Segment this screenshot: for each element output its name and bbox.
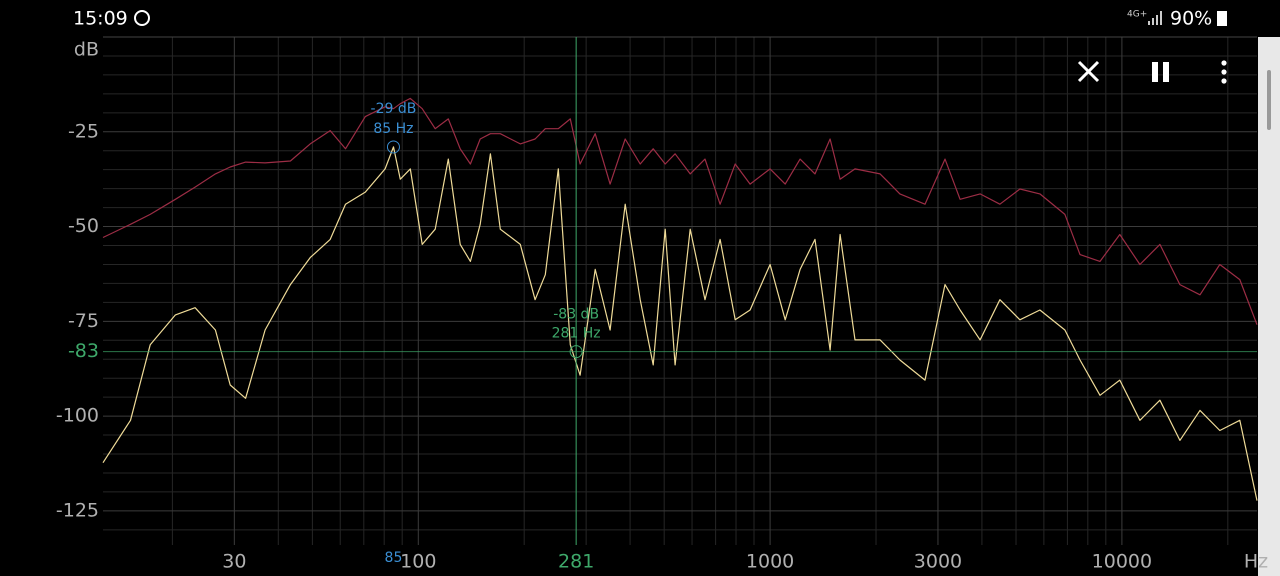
y-tick-label: -125 [56, 499, 99, 521]
network-icon: 4G+ [1127, 10, 1147, 20]
whatsapp-icon [134, 10, 150, 26]
signal-icon [1148, 11, 1162, 25]
peak-db-label: -29 dB [371, 101, 417, 117]
x-tick-label: 10000 [1092, 551, 1152, 573]
x-tick-label: 30 [222, 551, 246, 573]
battery-icon [1217, 11, 1227, 26]
menu-button[interactable] [1221, 60, 1227, 84]
pause-button[interactable] [1152, 62, 1169, 82]
peak-marker [386, 140, 400, 154]
cursor-hz-label: 281 Hz [552, 326, 601, 342]
y-tick-label: -25 [68, 120, 99, 142]
scrollbar [1267, 70, 1271, 130]
x-tick-label: 3000 [914, 551, 962, 573]
y-tick-label: -50 [68, 215, 99, 237]
y-tick-label: -75 [68, 310, 99, 332]
cursor-marker [569, 345, 583, 359]
peak-x-axis-label: 85 [385, 550, 403, 566]
y-tick-label: -100 [56, 405, 99, 427]
peak-hz-label: 85 Hz [373, 121, 413, 137]
x-tick-label: 1000 [746, 551, 794, 573]
y-axis-label: dB [74, 39, 99, 61]
cursor-x-axis-label: 281 [558, 551, 594, 573]
close-button[interactable] [1077, 60, 1100, 83]
series-line [102, 146, 1258, 501]
clock: 15:09 [73, 8, 128, 30]
cursor-y-axis-label: -83 [68, 340, 99, 362]
battery-level: 90% [1170, 8, 1212, 30]
x-axis-label: Hz [1244, 551, 1268, 573]
x-tick-label: 100 [400, 551, 436, 573]
cursor-db-label: -83 dB [553, 307, 599, 323]
series-line [102, 97, 1258, 325]
side-strip [1258, 37, 1280, 576]
